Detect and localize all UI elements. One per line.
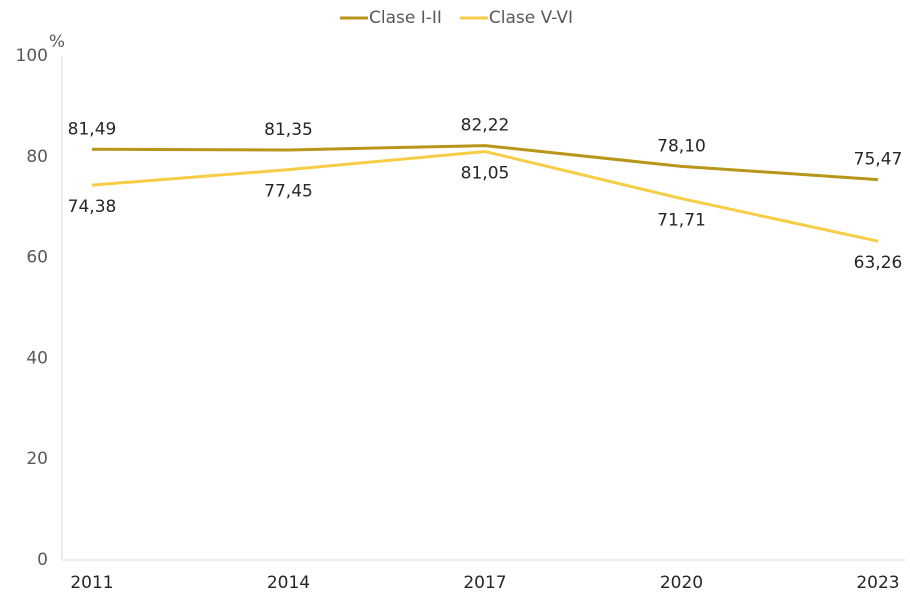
- line-series: [91, 149, 879, 243]
- x-tick-label: 2020: [660, 573, 703, 593]
- data-label: 78,10: [657, 136, 706, 156]
- y-tick-label: 0: [37, 550, 48, 570]
- data-label: 71,71: [657, 211, 706, 231]
- x-tick-label: 2017: [463, 573, 506, 593]
- data-label: 81,49: [68, 119, 117, 139]
- legend-label: Clase V-VI: [489, 8, 573, 28]
- data-label: 81,35: [264, 120, 313, 140]
- y-unit: %: [49, 32, 65, 52]
- data-label: 74,38: [68, 197, 117, 217]
- x-tick-label: 2011: [70, 573, 113, 593]
- data-label: 77,45: [264, 182, 313, 202]
- line-series: [91, 144, 879, 182]
- x-tick-label: 2023: [856, 573, 899, 593]
- data-label: 75,47: [854, 150, 903, 170]
- y-tick-label: 80: [26, 147, 48, 167]
- y-tick-label: 100: [16, 46, 48, 66]
- data-label: 63,26: [854, 253, 903, 273]
- y-tick-label: 60: [26, 248, 48, 268]
- data-label: 81,05: [461, 164, 510, 184]
- y-tick-label: 20: [26, 449, 48, 469]
- x-tick-label: 2014: [267, 573, 310, 593]
- legend-label: Clase I-II: [369, 8, 442, 28]
- y-tick-label: 40: [26, 348, 48, 368]
- data-label: 82,22: [461, 116, 510, 136]
